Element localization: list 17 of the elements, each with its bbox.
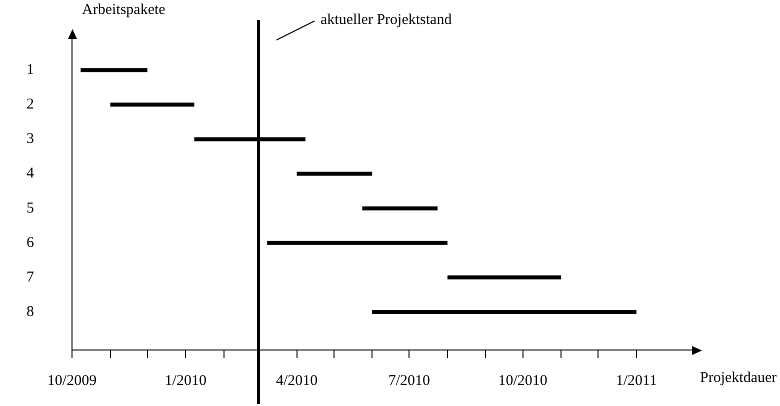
y-tick-label: 5 bbox=[26, 200, 34, 216]
x-tick-label: 1/2011 bbox=[616, 372, 657, 389]
x-axis-title: Projektdauer bbox=[700, 370, 777, 386]
x-tick-label: 10/2009 bbox=[47, 372, 97, 389]
x-tick-label: 1/2010 bbox=[164, 372, 206, 389]
y-tick-label: 3 bbox=[26, 131, 34, 148]
y-tick-label: 6 bbox=[26, 234, 34, 251]
x-tick-label: 7/2010 bbox=[388, 372, 430, 389]
y-tick-label: 8 bbox=[26, 304, 34, 320]
y-tick-label: 2 bbox=[26, 96, 34, 113]
y-tick-label: 4 bbox=[26, 166, 34, 182]
y-tick-label: 1 bbox=[26, 62, 34, 78]
y-axis-title: Arbeitspakete bbox=[82, 2, 166, 18]
y-tick-label: 7 bbox=[26, 269, 34, 286]
x-tick-label: 4/2010 bbox=[276, 372, 318, 389]
x-tick-label: 10/2010 bbox=[498, 372, 548, 389]
ref-line-label: aktueller Projektstand bbox=[320, 12, 452, 28]
